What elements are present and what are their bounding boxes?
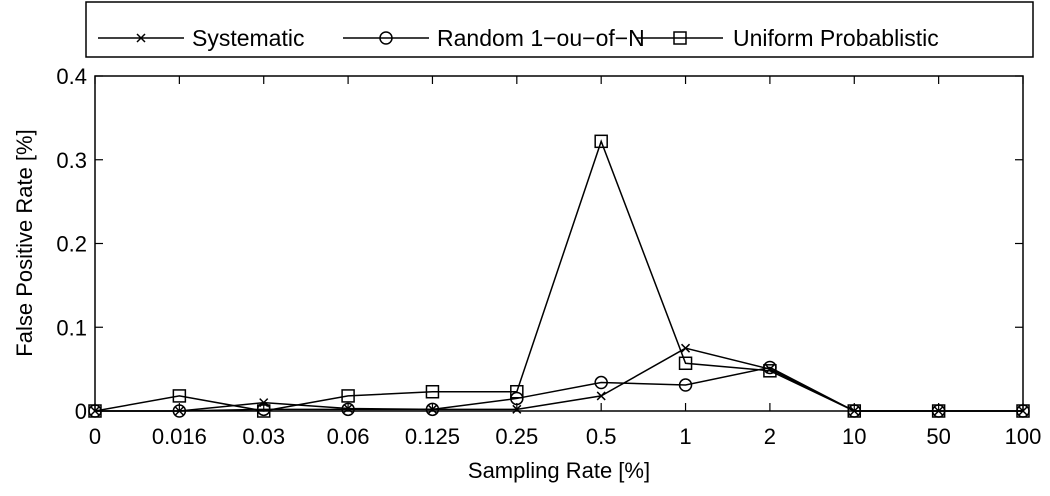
legend-label: Systematic xyxy=(192,25,304,51)
y-tick-label: 0.2 xyxy=(56,232,87,257)
series-3 xyxy=(88,134,1030,418)
data-point xyxy=(678,378,693,392)
data-point xyxy=(847,404,862,418)
data-point xyxy=(512,404,522,414)
y-tick-label: 0 xyxy=(75,399,87,424)
x-tick-label: 0.25 xyxy=(495,424,538,449)
data-point xyxy=(343,403,353,414)
data-point xyxy=(931,404,946,418)
x-tick-label: 0.03 xyxy=(242,424,285,449)
x-tick-label: 0.06 xyxy=(327,424,370,449)
data-point xyxy=(594,134,608,149)
x-tick-label: 50 xyxy=(926,424,950,449)
data-point xyxy=(172,389,187,403)
data-point xyxy=(256,404,271,418)
x-tick-label: 100 xyxy=(1005,424,1042,449)
x-tick-label: 1 xyxy=(679,424,691,449)
legend-marker xyxy=(136,33,146,43)
legend-marker xyxy=(379,31,393,45)
y-tick-label: 0.4 xyxy=(56,64,87,89)
y-tick-label: 0.1 xyxy=(56,315,87,340)
data-point xyxy=(425,384,440,399)
legend: Systematic Random 1−ou−of−N Uniform Probab… xyxy=(85,1,1034,58)
x-tick-label: 0.125 xyxy=(405,424,460,449)
data-point xyxy=(681,343,691,353)
x-axis-title: Sampling Rate [%] xyxy=(468,458,650,483)
data-point xyxy=(1016,404,1030,418)
legend-item: Uniform Probablistic xyxy=(637,25,939,51)
legend-item: Systematic xyxy=(98,25,304,51)
plot-area xyxy=(94,75,1024,412)
series-line xyxy=(94,139,1023,412)
x-tick-label: 0.5 xyxy=(586,424,617,449)
legend-box xyxy=(85,1,1034,58)
legend-label: Uniform Probablistic xyxy=(733,25,939,51)
data-point xyxy=(88,404,102,418)
series-line xyxy=(95,366,1023,412)
data-point xyxy=(596,391,606,401)
y-tick-label: 0.3 xyxy=(56,148,87,173)
data-point xyxy=(510,384,524,399)
data-point xyxy=(341,389,355,403)
x-tick-label: 0.016 xyxy=(152,424,207,449)
data-point xyxy=(341,402,355,417)
legend-marker xyxy=(673,31,687,45)
data-point xyxy=(172,404,187,418)
x-tick-label: 10 xyxy=(842,424,866,449)
legend-item: Random 1−ou−of−N xyxy=(343,25,645,51)
legend-label: Random 1−ou−of−N xyxy=(437,25,645,51)
data-point xyxy=(594,375,608,390)
x-tick-label: 0 xyxy=(89,424,101,449)
series-line xyxy=(95,347,1023,412)
x-tick-label: 2 xyxy=(764,424,776,449)
data-point xyxy=(678,356,693,371)
series-1 xyxy=(90,343,1028,416)
series-2 xyxy=(88,360,1030,418)
y-axis-title: False Positive Rate [%] xyxy=(12,129,37,356)
data-point xyxy=(763,364,777,378)
data-point xyxy=(425,402,440,417)
